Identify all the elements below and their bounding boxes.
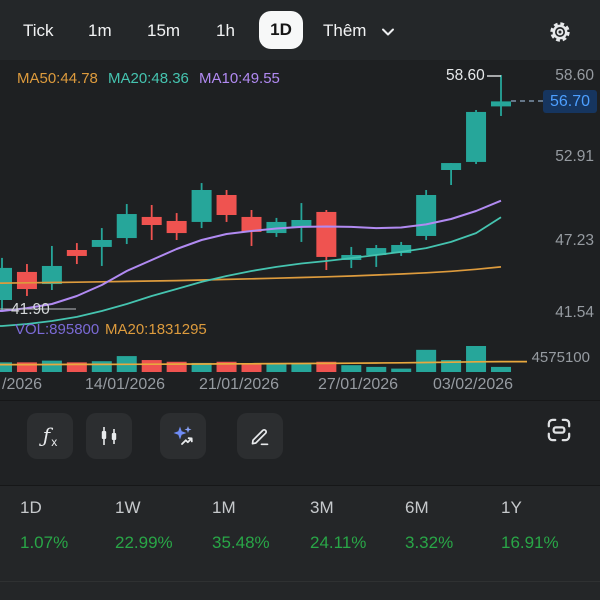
ai-analysis-button[interactable]	[160, 413, 206, 459]
more-timeframes-button[interactable]: Thêm	[323, 21, 367, 40]
volume-axis-tick: 4575100	[531, 349, 590, 366]
price-tick-58-60: 58.60	[555, 67, 594, 84]
candlestick-series	[0, 75, 511, 310]
stat-value-1d: 1.07%	[20, 533, 69, 552]
pencil-icon	[248, 424, 272, 448]
ma50-line	[0, 266, 502, 284]
date-tick-4: 03/02/2026	[432, 376, 514, 393]
moving-average-lines	[0, 199, 527, 366]
price-tick-47-23: 47.23	[555, 232, 594, 249]
ai-sparkle-trend-icon	[171, 424, 195, 448]
stat-label-1d: 1D	[20, 498, 42, 517]
candlestick-icon	[97, 424, 121, 448]
volume-ma20-line	[0, 360, 527, 366]
settings-gear-icon[interactable]	[547, 19, 573, 45]
draw-button[interactable]	[237, 413, 283, 459]
stat-label-1y: 1Y	[501, 498, 522, 517]
current-price-badge: 56.70	[543, 90, 597, 113]
tab-1h[interactable]: 1h	[216, 21, 235, 40]
stat-value-1m: 35.48%	[212, 533, 270, 552]
stat-value-3m: 24.11%	[310, 533, 367, 552]
stat-value-1w: 22.99%	[115, 533, 173, 552]
date-tick-1: 14/01/2026	[84, 376, 166, 393]
fx-icon: ƒx	[42, 423, 58, 449]
day-high-label: 58.60	[446, 67, 485, 84]
price-tick-52-91: 52.91	[555, 148, 594, 165]
volume-series	[0, 346, 511, 372]
stat-value-1y: 16.91%	[501, 533, 559, 552]
timeframe-bar: Tick 1m 15m 1h 1D Thêm	[0, 0, 600, 60]
left-price-label: 41.90	[11, 301, 50, 318]
stat-label-1m: 1M	[212, 498, 236, 517]
tab-1m[interactable]: 1m	[88, 21, 112, 40]
tab-tick[interactable]: Tick	[23, 21, 54, 40]
tab-1d-active[interactable]: 1D	[259, 11, 303, 49]
chevron-down-icon[interactable]	[381, 27, 395, 37]
stat-label-6m: 6M	[405, 498, 429, 517]
ma50-legend[interactable]: MA50:44.78	[17, 70, 98, 87]
indicators-fx-button[interactable]: ƒx	[27, 413, 73, 459]
performance-stats: 1D 1W 1M 3M 6M 1Y 1.07% 22.99% 35.48% 24…	[0, 485, 600, 600]
date-tick-0: /2026	[2, 376, 43, 393]
divider	[0, 581, 600, 582]
stat-value-6m: 3.32%	[405, 533, 454, 552]
ma20-legend[interactable]: MA20:48.36	[108, 70, 189, 87]
chart-toolbar: ƒx	[0, 400, 600, 486]
stat-label-1w: 1W	[115, 498, 141, 517]
volume-legend[interactable]: VOL:895800	[15, 321, 100, 338]
stat-label-3m: 3M	[310, 498, 334, 517]
tab-15m[interactable]: 15m	[147, 21, 181, 40]
ma20-line	[0, 216, 502, 327]
volume-ma20-legend[interactable]: MA20:1831295	[105, 321, 207, 338]
fullscreen-scan-icon[interactable]	[544, 415, 574, 445]
ma10-legend[interactable]: MA10:49.55	[199, 70, 280, 87]
date-tick-3: 27/01/2026	[317, 376, 399, 393]
ma10-line	[0, 199, 502, 312]
price-tick-41-54: 41.54	[555, 304, 594, 321]
date-tick-2: 21/01/2026	[198, 376, 280, 393]
chart-type-button[interactable]	[86, 413, 132, 459]
